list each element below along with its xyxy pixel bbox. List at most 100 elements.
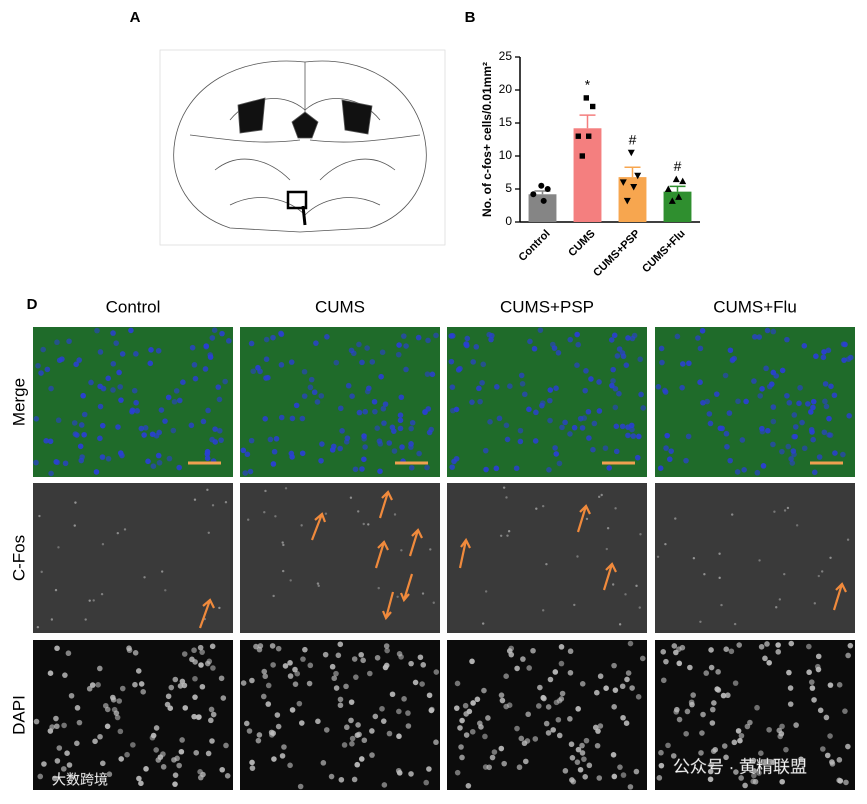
cell (454, 769, 461, 776)
cell (56, 745, 63, 751)
cell (95, 682, 101, 688)
cell (763, 365, 769, 372)
cell (707, 420, 714, 427)
cell (162, 418, 168, 424)
error-bar (579, 114, 596, 129)
cell (160, 751, 166, 757)
micrograph (240, 327, 440, 477)
cell (547, 397, 553, 404)
cell (99, 422, 106, 429)
cell (212, 426, 218, 432)
cell (459, 717, 465, 724)
cell (507, 530, 511, 533)
cell (482, 447, 489, 454)
cell (341, 742, 348, 748)
cell (361, 737, 368, 744)
cell (576, 555, 579, 558)
x-tick-label: CUMS+Flu (640, 228, 688, 276)
cell (592, 724, 599, 731)
cell (343, 439, 350, 445)
cell (106, 771, 113, 778)
cell (172, 781, 178, 787)
cell (35, 362, 41, 369)
cell (699, 730, 705, 736)
cell (99, 760, 106, 767)
cell (620, 772, 627, 778)
data-point (627, 149, 635, 157)
cell (727, 347, 734, 354)
cell (208, 706, 215, 713)
cell (71, 420, 78, 426)
cell (271, 756, 277, 762)
data-point (672, 175, 680, 183)
cell (469, 399, 475, 405)
cell (610, 752, 617, 758)
cell (176, 397, 183, 404)
cell (612, 404, 619, 411)
cell (110, 696, 117, 703)
panel-label: D (27, 296, 38, 313)
cell (317, 584, 320, 588)
cell (33, 459, 39, 466)
cell (395, 351, 402, 358)
cell (37, 773, 44, 780)
cell (625, 432, 631, 439)
cell (349, 735, 356, 742)
cell (311, 389, 318, 396)
cell (516, 764, 523, 771)
cell (463, 341, 470, 347)
cell (118, 756, 125, 762)
cell (674, 517, 677, 520)
cell (498, 745, 505, 752)
cell (345, 382, 352, 389)
cell (744, 723, 751, 730)
data-point (679, 177, 687, 185)
cell (676, 660, 683, 667)
cell (751, 768, 757, 774)
cell (723, 754, 729, 761)
cell (222, 378, 228, 385)
cell (689, 701, 695, 708)
cell (713, 391, 720, 397)
cell (155, 347, 162, 354)
cell (205, 750, 212, 757)
cell (736, 642, 743, 648)
cell (709, 720, 716, 726)
cell (731, 739, 738, 746)
cell (422, 409, 428, 416)
cell (742, 782, 748, 789)
error-bar (624, 166, 641, 178)
cell (281, 541, 284, 544)
cell (130, 742, 136, 748)
cell (358, 651, 364, 658)
cell (145, 458, 151, 465)
cell (287, 660, 293, 666)
cell (371, 398, 378, 405)
cell (337, 696, 344, 703)
cell (766, 726, 772, 733)
cell (493, 465, 500, 472)
cell (786, 669, 792, 676)
cell (156, 429, 163, 436)
cell (128, 327, 134, 334)
cell (369, 728, 375, 734)
cell (575, 341, 581, 348)
cell (739, 437, 746, 443)
cell (793, 722, 799, 728)
arrows (198, 490, 847, 629)
cell (469, 728, 476, 735)
cell (263, 336, 270, 343)
cell (74, 705, 81, 711)
cell (138, 425, 145, 432)
cell (102, 702, 109, 709)
cell (752, 334, 758, 340)
cell (279, 753, 286, 759)
significance: # (674, 158, 682, 174)
cell (256, 732, 263, 738)
cell (263, 356, 270, 363)
cell (377, 441, 384, 447)
cell (289, 579, 292, 582)
cell (717, 425, 724, 432)
cell (836, 777, 842, 784)
cell (104, 723, 111, 730)
